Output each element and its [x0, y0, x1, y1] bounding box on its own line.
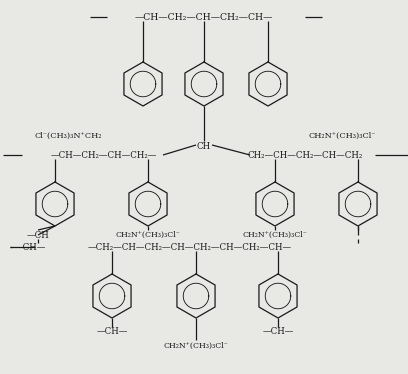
Text: CH₂N⁺(CH₃)₃Cl⁻: CH₂N⁺(CH₃)₃Cl⁻ [115, 231, 180, 239]
Text: —CH—: —CH— [96, 328, 128, 337]
Text: CH: CH [197, 141, 211, 150]
Text: CH₂N⁺(CH₃)₃Cl⁻: CH₂N⁺(CH₃)₃Cl⁻ [164, 342, 228, 350]
Text: CH₂N⁺(CH₃)₃Cl⁻: CH₂N⁺(CH₃)₃Cl⁻ [243, 231, 308, 239]
Text: —CH—: —CH— [14, 242, 46, 251]
Text: CH₂—CH—CH₂—CH—CH₂: CH₂—CH—CH₂—CH—CH₂ [247, 150, 363, 159]
Text: —CH—CH₂—CH—CH₂—CH—: —CH—CH₂—CH—CH₂—CH— [135, 12, 273, 21]
Text: Cl⁻(CH₃)₃N⁺CH₂: Cl⁻(CH₃)₃N⁺CH₂ [34, 132, 102, 140]
Text: CH₂N⁺(CH₃)₃Cl⁻: CH₂N⁺(CH₃)₃Cl⁻ [308, 132, 376, 140]
Text: —CH—: —CH— [262, 328, 294, 337]
Text: —CH—CH₂—CH—CH₂—: —CH—CH₂—CH—CH₂— [51, 150, 157, 159]
Text: —CH: —CH [27, 230, 49, 239]
Text: —CH₂—CH—CH₂—CH—CH₂—CH—CH₂—CH—: —CH₂—CH—CH₂—CH—CH₂—CH—CH₂—CH— [88, 242, 292, 251]
